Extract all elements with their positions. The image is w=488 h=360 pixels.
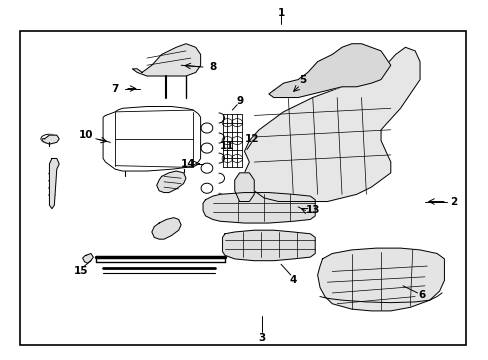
Text: 14: 14	[181, 159, 195, 169]
Polygon shape	[132, 44, 200, 76]
Polygon shape	[268, 44, 390, 98]
Polygon shape	[222, 230, 315, 261]
Polygon shape	[203, 193, 315, 223]
Polygon shape	[234, 173, 254, 202]
Polygon shape	[239, 47, 419, 202]
Polygon shape	[42, 135, 59, 144]
Text: 7: 7	[111, 84, 119, 94]
Polygon shape	[49, 158, 59, 209]
Text: 5: 5	[299, 75, 306, 85]
Text: 10: 10	[79, 130, 93, 140]
Text: 8: 8	[209, 62, 216, 72]
Text: 3: 3	[257, 333, 264, 343]
Text: 11: 11	[220, 141, 234, 151]
Polygon shape	[152, 218, 181, 239]
Polygon shape	[82, 253, 93, 263]
Polygon shape	[317, 248, 444, 311]
Text: 9: 9	[236, 96, 243, 106]
Text: 13: 13	[305, 206, 319, 216]
Text: 4: 4	[289, 275, 296, 285]
Text: 12: 12	[244, 134, 259, 144]
Polygon shape	[157, 171, 185, 193]
Text: 2: 2	[449, 197, 457, 207]
Text: 6: 6	[418, 290, 425, 300]
Text: 1: 1	[277, 8, 284, 18]
Text: 15: 15	[74, 266, 88, 276]
